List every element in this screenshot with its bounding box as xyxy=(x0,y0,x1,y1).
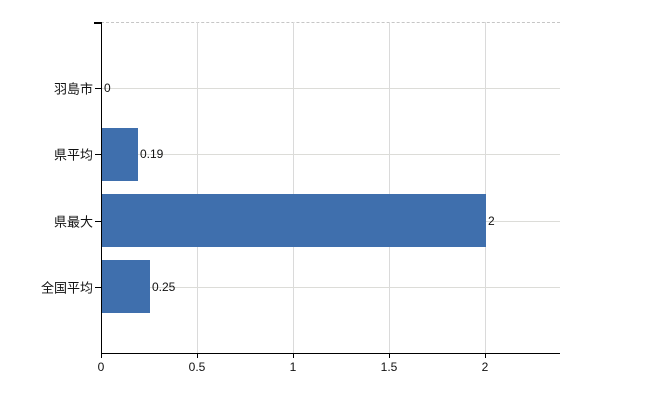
bar xyxy=(102,128,138,181)
y-axis-tick xyxy=(95,88,101,89)
bar-value-label: 2 xyxy=(488,214,495,228)
y-axis-tick xyxy=(95,221,101,222)
gridline-vertical xyxy=(197,22,198,353)
y-axis-category-label: 羽島市 xyxy=(53,81,93,97)
y-axis-line xyxy=(101,22,102,353)
x-axis-tick-label: 1 xyxy=(289,360,297,374)
y-axis-tick xyxy=(95,287,101,288)
gridline-vertical xyxy=(293,22,294,353)
x-axis-tick xyxy=(485,353,486,358)
x-axis-tick-label: 0.5 xyxy=(188,360,206,374)
y-axis-category-label: 全国平均 xyxy=(40,280,93,296)
x-axis-tick-label: 2 xyxy=(481,360,489,374)
x-axis-tick xyxy=(389,353,390,358)
y-axis-category-label: 県平均 xyxy=(53,147,93,163)
y-axis-category-label: 県最大 xyxy=(53,214,93,230)
x-axis-tick-label: 0 xyxy=(97,360,105,374)
y-axis-top-tick xyxy=(94,22,101,24)
bar xyxy=(102,260,150,313)
bar-value-label: 0 xyxy=(104,81,111,95)
bar-value-label: 0.25 xyxy=(152,280,176,294)
gridline-vertical xyxy=(485,22,486,353)
x-axis-tick-label: 1.5 xyxy=(380,360,398,374)
x-axis-line xyxy=(101,353,560,354)
x-axis-tick xyxy=(293,353,294,358)
plot-top-border xyxy=(101,22,560,23)
gridline-horizontal xyxy=(101,88,560,89)
bar-value-label: 0.19 xyxy=(140,147,164,161)
gridline-horizontal xyxy=(101,287,560,288)
gridline-vertical xyxy=(389,22,390,353)
gridline-horizontal xyxy=(101,154,560,155)
y-axis-tick xyxy=(95,154,101,155)
x-axis-tick xyxy=(101,353,102,358)
x-axis-tick xyxy=(197,353,198,358)
bar xyxy=(102,194,486,247)
